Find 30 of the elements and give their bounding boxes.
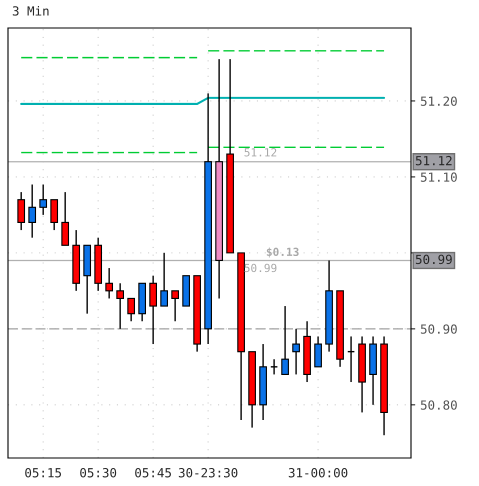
candlestick [160, 252, 168, 307]
candlestick [314, 336, 322, 368]
candlestick [61, 191, 70, 246]
candlestick [292, 328, 300, 376]
candlestick [28, 184, 36, 238]
x-tick-label: 05:30 [80, 468, 116, 478]
x-tick-label: 05:45 [135, 468, 171, 478]
ref-line-label: 50.99 [416, 254, 452, 264]
chart-title: 3 Min [12, 6, 49, 16]
annotation: $0.13 [266, 247, 299, 258]
x-tick-label: 30-23:30 [178, 468, 238, 478]
y-tick-label: 51.10 [420, 172, 457, 182]
candlestick [50, 199, 58, 231]
annotation: 51.12 [244, 148, 276, 157]
y-tick-label: 50.80 [420, 400, 457, 410]
candlestick [347, 336, 356, 383]
candlestick [149, 274, 157, 345]
candlestick [17, 191, 26, 231]
y-tick-label: 51.20 [420, 96, 457, 106]
candlestick [281, 305, 289, 376]
x-tick-label: 05:15 [25, 468, 61, 478]
candlestick [116, 282, 124, 330]
x-tick-label: 31-00:00 [288, 468, 348, 478]
candlestick [270, 358, 278, 376]
ref-line-label: 51.12 [416, 156, 452, 166]
candlestick [127, 298, 136, 322]
candlestick [105, 267, 114, 300]
candlestick [39, 184, 48, 216]
y-tick-label: 50.90 [420, 324, 457, 334]
candlestick [171, 290, 179, 322]
